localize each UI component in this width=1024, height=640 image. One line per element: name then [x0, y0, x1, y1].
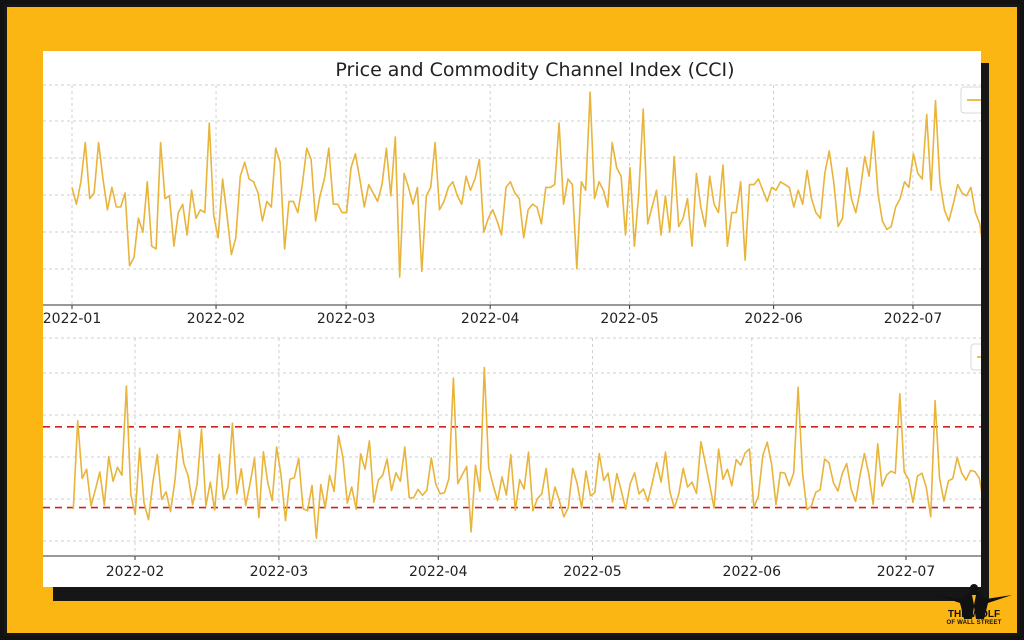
- logo-line1: THE WOLF: [947, 609, 1001, 620]
- cci-series: [43, 366, 981, 539]
- wolf-logo-icon: [936, 584, 1012, 619]
- top-x-tick-label: 2022-06: [744, 311, 803, 327]
- top-x-tick-label: 2022-07: [884, 311, 943, 327]
- bottom-x-tick-label: 2022-06: [723, 564, 782, 580]
- bottom-legend-box: [970, 343, 981, 371]
- bottom-x-tick-label: 2022-07: [877, 564, 936, 580]
- top-grid: [43, 84, 981, 309]
- legends: [960, 86, 981, 371]
- bottom-x-tick-label: 2022-03: [250, 564, 309, 580]
- bottom-grid: [43, 337, 981, 560]
- chart-panel: Price and Commodity Channel Index (CCI) …: [43, 51, 981, 587]
- top-x-tick-label: 2022-04: [461, 311, 520, 327]
- bottom-x-tick-label: 2022-04: [409, 564, 468, 580]
- bottom-x-tick-label: 2022-02: [106, 564, 165, 580]
- top-x-tick-label: 2022-02: [187, 311, 246, 327]
- bottom-x-tick-labels: 2022-02 2022-03 2022-04 2022-05 2022-06 2022-…: [106, 564, 936, 580]
- cci-line: [72, 366, 981, 539]
- bottom-x-tick-label: 2022-05: [563, 564, 622, 580]
- top-x-tick-label: 2022-01: [43, 311, 101, 327]
- chart-title: Price and Commodity Channel Index (CCI): [335, 59, 734, 81]
- price-line: [71, 91, 981, 278]
- chart-figure: Price and Commodity Channel Index (CCI) …: [43, 59, 981, 580]
- top-x-tick-label: 2022-05: [600, 311, 659, 327]
- top-x-tick-label: 2022-03: [317, 311, 376, 327]
- wolf-logo-text: THE WOLF OF WALL STREET: [932, 610, 1016, 628]
- top-x-tick-labels: 2022-01 2022-02 2022-03 2022-04 2022-05 2022-…: [43, 311, 942, 327]
- price-series: [71, 91, 981, 278]
- logo-line2: OF WALL STREET: [946, 620, 1002, 626]
